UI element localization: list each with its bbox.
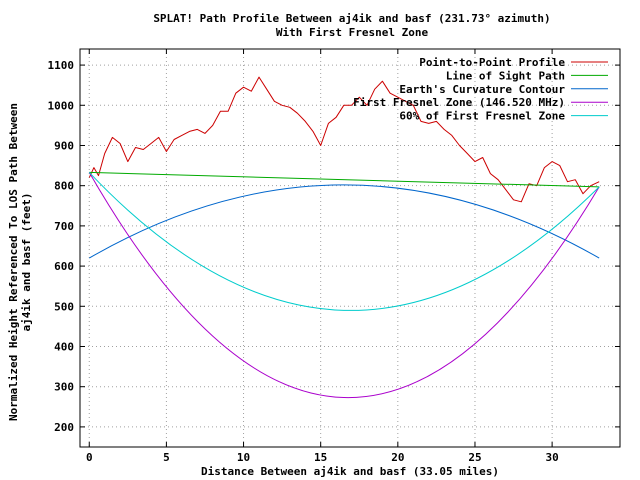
x-tick-label: 20	[391, 451, 404, 464]
series-line-2	[89, 184, 600, 259]
legend-label: Earth's Curvature Contour	[399, 83, 565, 96]
legend-label: First Fresnel Zone (146.520 MHz)	[353, 96, 565, 109]
x-tick-label: 10	[237, 451, 250, 464]
plot-frame	[79, 48, 621, 448]
chart-title-line1: SPLAT! Path Profile Between aj4ik and ba…	[153, 12, 550, 25]
x-tick-label: 0	[86, 451, 93, 464]
legend-label: Point-to-Point Profile	[419, 56, 565, 69]
chart-title-line2: With First Fresnel Zone	[276, 26, 429, 39]
y-axis-ticks: 200 300 400 500 600 700 800 900 1000 1100	[48, 59, 620, 434]
series-line-0	[88, 76, 600, 203]
x-axis-ticks: 0 5 10 15 20 25 30	[86, 49, 559, 464]
series-line-3	[88, 172, 600, 399]
x-tick-label: 15	[314, 451, 327, 464]
y-tick-label: 500	[54, 300, 74, 313]
y-tick-label: 600	[54, 260, 74, 273]
legend-label: Line of Sight Path	[446, 69, 565, 82]
x-tick-label: 5	[163, 451, 170, 464]
series-layer	[88, 76, 600, 399]
y-axis-label-line1: Normalized Height Referenced To LOS Path…	[7, 103, 20, 421]
series-line-1	[89, 171, 600, 188]
y-tick-label: 700	[54, 220, 74, 233]
y-axis-label-line2: aj4ik and basf (feet)	[20, 192, 33, 331]
y-tick-label: 300	[54, 381, 74, 394]
x-tick-label: 30	[545, 451, 558, 464]
y-tick-label: 800	[54, 180, 74, 193]
y-tick-label: 1100	[48, 59, 75, 72]
y-tick-label: 400	[54, 340, 74, 353]
x-axis-label: Distance Between aj4ik and basf (33.05 m…	[201, 465, 499, 478]
y-tick-label: 1000	[48, 99, 75, 112]
series-line-4	[88, 172, 600, 311]
legend-label: 60% of First Fresnel Zone	[399, 110, 565, 123]
y-tick-label: 900	[54, 139, 74, 152]
x-tick-label: 25	[468, 451, 481, 464]
y-tick-label: 200	[54, 421, 74, 434]
